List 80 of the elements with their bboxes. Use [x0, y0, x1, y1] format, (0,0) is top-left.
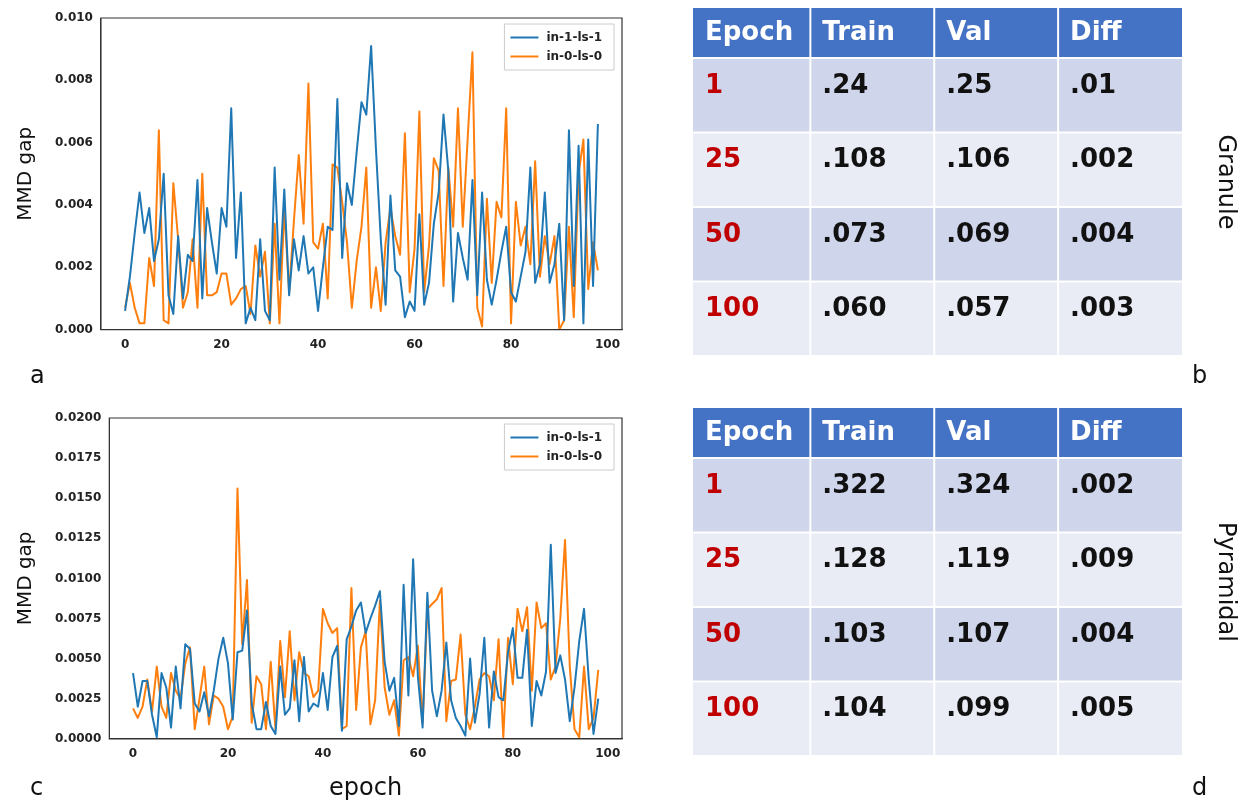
y-tick-label: 1	[705, 468, 724, 499]
x-tick-label: Val	[946, 15, 992, 46]
y-tick-label: 0.0150	[54, 490, 102, 505]
legend-label: in-0-ls-0	[546, 448, 603, 463]
x-tick-label: 100	[595, 336, 621, 351]
data-label: .119	[946, 543, 1011, 574]
y-tick-label: 0.0100	[54, 570, 102, 585]
y-tick-label: 50	[705, 217, 742, 248]
legend-label: in-0-ls-0	[546, 48, 603, 63]
text: a	[30, 361, 45, 389]
x-tick-label: Train	[822, 415, 896, 446]
x-tick-label: 80	[502, 336, 520, 351]
y-tick-label: 0.0025	[54, 690, 102, 705]
x-tick-label: 80	[504, 746, 522, 761]
y-tick-label: 100	[705, 292, 760, 323]
y-tick-label: 0.006	[54, 134, 93, 149]
y-tick-label: 100	[705, 692, 760, 723]
y-axis-title: Epoch	[705, 15, 794, 46]
y-tick-label: 0.000	[54, 321, 93, 336]
data-label: .324	[946, 468, 1011, 499]
x-tick-label: 60	[409, 746, 427, 761]
data-label: .003	[1070, 292, 1135, 323]
data-label: .104	[822, 692, 887, 723]
y2-axis-title: Pyramidal	[1212, 522, 1241, 642]
y-axis-title: MMD gap	[12, 126, 37, 221]
y-tick-label: 50	[705, 617, 742, 648]
x-tick-label: 20	[219, 746, 237, 761]
x-tick-label: Val	[946, 415, 992, 446]
y-tick-label: 0.0125	[54, 530, 102, 545]
y-tick-label: 0.004	[54, 197, 93, 212]
data-label: .099	[946, 692, 1011, 723]
x-tick-label: Diff	[1070, 15, 1123, 46]
text: d	[1192, 773, 1208, 801]
text: b	[1192, 361, 1208, 389]
data-label: .057	[946, 292, 1011, 323]
data-label: .002	[1070, 468, 1135, 499]
x-tick-label: 20	[213, 336, 230, 351]
data-label: .009	[1070, 543, 1135, 574]
legend-label: in-0-ls-1	[546, 429, 603, 444]
legend-label: in-1-ls-1	[546, 29, 603, 44]
data-label: .060	[822, 292, 887, 323]
y-tick-label: 0.002	[54, 259, 93, 274]
y-axis-title: Epoch	[705, 415, 794, 446]
data-label: .002	[1070, 143, 1135, 174]
y-tick-label: 0.008	[54, 72, 93, 87]
data-label: .005	[1070, 692, 1135, 723]
x-tick-label: 0	[128, 746, 138, 761]
x-tick-label: Train	[822, 15, 896, 46]
y-tick-label: 0.010	[54, 10, 93, 25]
x-tick-label: 100	[595, 746, 621, 761]
y-axis-title: MMD gap	[12, 531, 37, 626]
data-label: .107	[946, 617, 1011, 648]
data-label: .073	[822, 217, 887, 248]
data-label: .25	[946, 68, 993, 99]
y-tick-label: 0.0200	[54, 410, 102, 425]
y-tick-label: 0.0050	[54, 650, 102, 665]
y-tick-label: 25	[705, 143, 742, 174]
y-tick-label: 25	[705, 543, 742, 574]
data-label: .24	[822, 68, 869, 99]
data-label: .128	[822, 543, 887, 574]
y-tick-label: 0.0175	[54, 450, 102, 465]
text: c	[30, 773, 44, 801]
y-tick-label: 1	[705, 68, 724, 99]
x-tick-label: 60	[406, 336, 423, 351]
data-label: .01	[1070, 68, 1117, 99]
data-label: .322	[822, 468, 887, 499]
y-tick-label: 0.0000	[54, 730, 102, 745]
data-label: .004	[1070, 217, 1135, 248]
x-axis-title: epoch	[329, 772, 403, 801]
y2-axis-title: Granule	[1212, 134, 1241, 230]
x-tick-label: 40	[309, 336, 327, 351]
data-label: .106	[946, 143, 1011, 174]
x-tick-label: Diff	[1070, 415, 1123, 446]
x-tick-label: 0	[120, 336, 130, 351]
data-label: .069	[946, 217, 1011, 248]
data-label: .103	[822, 617, 887, 648]
y-tick-label: 0.0075	[54, 610, 102, 625]
data-label: .004	[1070, 617, 1135, 648]
x-tick-label: 40	[314, 746, 332, 761]
data-label: .108	[822, 143, 887, 174]
